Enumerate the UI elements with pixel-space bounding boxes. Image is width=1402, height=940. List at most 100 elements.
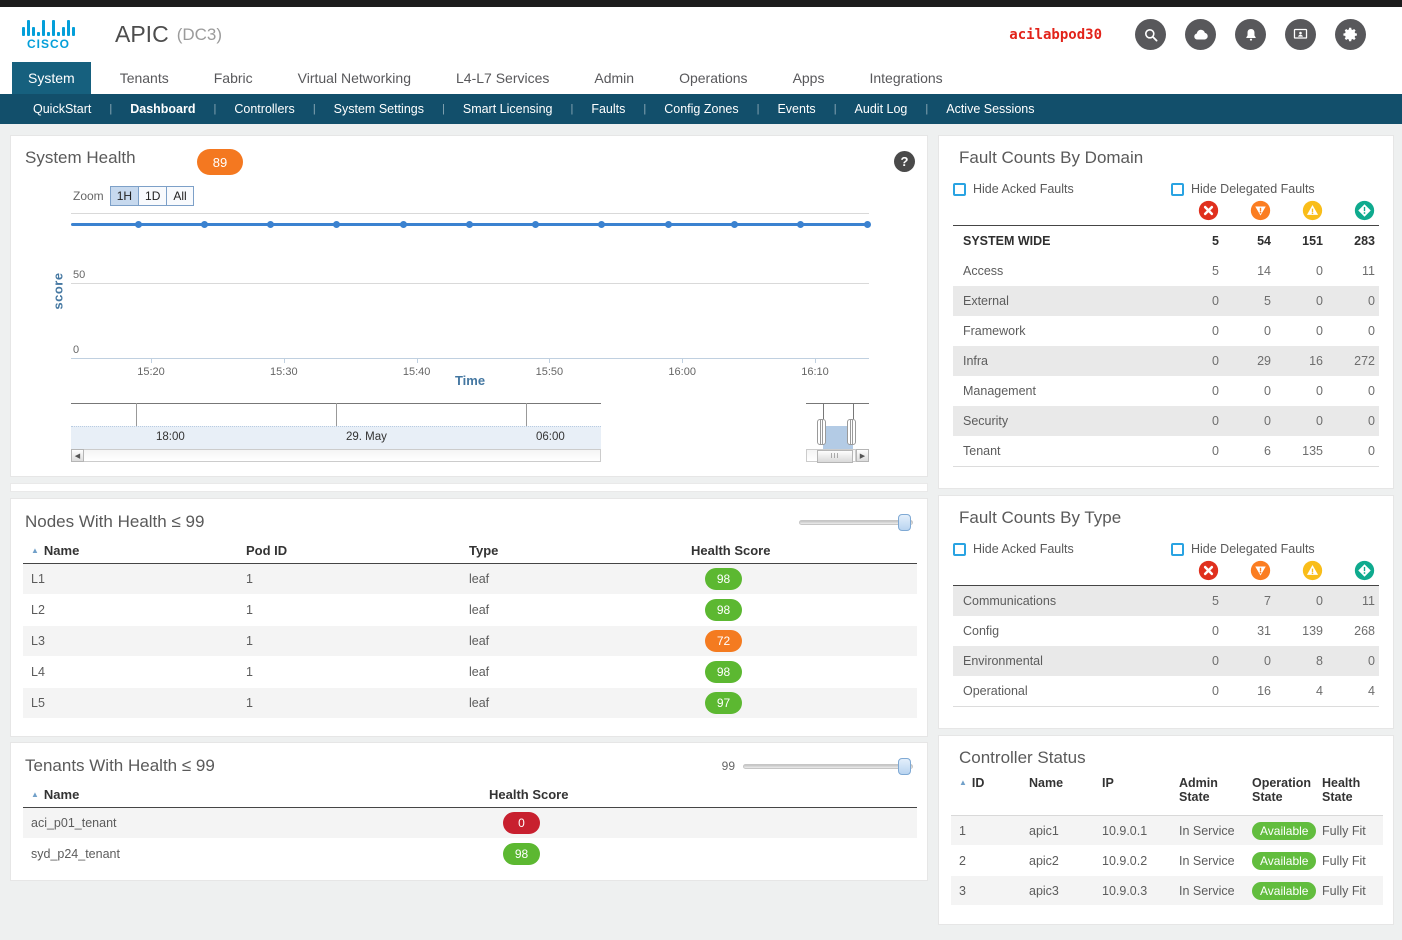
cloud-icon[interactable] xyxy=(1185,19,1216,50)
fault-row-operational[interactable]: Operational 0 16 4 4 xyxy=(953,676,1379,706)
slider-thumb[interactable] xyxy=(898,513,911,531)
health-score-badge: 0 xyxy=(503,812,540,834)
slider-track[interactable] xyxy=(799,519,913,525)
subnav-item-controllers[interactable]: Controllers xyxy=(234,102,295,116)
scroll-right-arrow[interactable]: ▶ xyxy=(856,449,869,462)
hide-acked-checkbox-group[interactable]: Hide Acked Faults xyxy=(953,542,1171,556)
tab-operations[interactable]: Operations xyxy=(679,70,748,86)
zoom-button-1h[interactable]: 1H xyxy=(109,186,140,206)
fault-row-framework[interactable]: Framework 0 0 0 0 xyxy=(953,316,1379,346)
fault-row-tenant[interactable]: Tenant 0 6 135 0 xyxy=(953,436,1379,466)
subnav-item-quickstart[interactable]: QuickStart xyxy=(33,102,92,116)
controller-row-apic2[interactable]: 2 apic2 10.9.0.2 In Service Available Fully F… xyxy=(951,846,1383,876)
fault-row-infra[interactable]: Infra 0 29 16 272 xyxy=(953,346,1379,376)
data-point xyxy=(532,221,540,228)
fault-row-access[interactable]: Access 5 14 0 11 xyxy=(953,256,1379,286)
x-tick-label: 16:10 xyxy=(801,366,829,378)
column-header-health-score[interactable]: Health Score xyxy=(489,787,569,802)
tab-fabric[interactable]: Fabric xyxy=(213,70,253,86)
fault-row-external[interactable]: External 0 5 0 0 xyxy=(953,286,1379,316)
hide-delegated-checkbox-group[interactable]: Hide Delegated Faults xyxy=(1171,182,1389,196)
node-pod-id: 1 xyxy=(246,696,253,710)
scrollbar-track[interactable] xyxy=(84,449,601,462)
navigator-handle-right[interactable] xyxy=(847,419,856,445)
subnav-item-faults[interactable]: Faults xyxy=(591,102,626,116)
fault-row-config[interactable]: Config 0 31 139 268 xyxy=(953,616,1379,646)
node-row-l4[interactable]: L4 1 leaf 98 xyxy=(23,657,917,688)
column-header-operation-state[interactable]: Operation State xyxy=(1252,776,1312,805)
navigator-handle-left[interactable] xyxy=(817,419,826,445)
slider-thumb[interactable] xyxy=(898,757,911,775)
hide-delegated-checkbox-group[interactable]: Hide Delegated Faults xyxy=(1171,542,1389,556)
fault-row-system-wide[interactable]: SYSTEM WIDE 5 54 151 283 xyxy=(953,226,1379,256)
checkbox-icon[interactable] xyxy=(1171,182,1184,196)
tab-tenants[interactable]: Tenants xyxy=(119,70,169,86)
subnav-item-dashboard[interactable]: Dashboard xyxy=(130,102,196,116)
column-header-health-state[interactable]: Health State xyxy=(1322,776,1361,805)
tab-l4-l7-services[interactable]: L4-L7 Services xyxy=(456,70,550,86)
fault-row-communications[interactable]: Communications 5 7 0 11 xyxy=(953,586,1379,616)
hide-acked-checkbox-group[interactable]: Hide Acked Faults xyxy=(953,182,1171,196)
node-row-l3[interactable]: L3 1 leaf 72 xyxy=(23,626,917,657)
tenant-row-syd-p24-tenant[interactable]: syd_p24_tenant 98 xyxy=(23,839,917,870)
question-icon[interactable]: ? xyxy=(894,151,915,172)
search-icon[interactable] xyxy=(1135,19,1166,50)
column-header-name[interactable]: Name xyxy=(1029,776,1064,790)
column-header-health-score[interactable]: Health Score xyxy=(691,543,771,558)
tab-virtual-networking[interactable]: Virtual Networking xyxy=(297,70,411,86)
subnav-item-smart-licensing[interactable]: Smart Licensing xyxy=(462,102,553,116)
tenant-row-aci-p01-tenant[interactable]: aci_p01_tenant 0 xyxy=(23,808,917,839)
zoom-button-all[interactable]: All xyxy=(166,186,194,206)
scrollbar-track[interactable]: III xyxy=(806,449,856,463)
subnav-item-config-zones[interactable]: Config Zones xyxy=(664,102,739,116)
subnav-item-active-sessions[interactable]: Active Sessions xyxy=(946,102,1035,116)
subnav-separator: | xyxy=(312,103,316,115)
subnav-item-audit-log[interactable]: Audit Log xyxy=(854,102,908,116)
health-score-badge: 98 xyxy=(705,599,742,621)
node-row-l5[interactable]: L5 1 leaf 97 xyxy=(23,688,917,719)
navigator-track[interactable]: 18:00 29. May 06:00 xyxy=(71,426,601,449)
fault-row-security[interactable]: Security 0 0 0 0 xyxy=(953,406,1379,436)
tab-system[interactable]: System xyxy=(12,62,91,94)
navigator-selected-range[interactable] xyxy=(823,426,853,449)
fault-row-management[interactable]: Management 0 0 0 0 xyxy=(953,376,1379,406)
x-tick-mark xyxy=(815,358,816,363)
username[interactable]: acilabpod30 xyxy=(1009,26,1102,43)
node-row-l2[interactable]: L2 1 leaf 98 xyxy=(23,595,917,626)
subnav-item-events[interactable]: Events xyxy=(777,102,816,116)
checkbox-icon[interactable] xyxy=(953,182,966,196)
app-header: CISCO APIC (DC3) acilabpod30 xyxy=(0,7,1402,62)
column-header-id[interactable]: ▲ ID xyxy=(959,776,985,790)
fault-count-warning: 0 xyxy=(1368,384,1375,398)
column-header-type[interactable]: Type xyxy=(469,543,499,558)
warning-icon xyxy=(1354,560,1375,581)
controller-row-apic3[interactable]: 3 apic3 10.9.0.3 In Service Available Fully F… xyxy=(951,876,1383,906)
gear-icon[interactable] xyxy=(1335,19,1366,50)
slider-track[interactable] xyxy=(743,763,913,769)
fault-row-environmental[interactable]: Environmental 0 0 8 0 xyxy=(953,646,1379,676)
session-icon[interactable] xyxy=(1285,19,1316,50)
tenants-health-slider xyxy=(743,757,913,775)
fault-count-critical: 5 xyxy=(1212,234,1219,248)
checkbox-icon[interactable] xyxy=(1171,542,1184,556)
subnav: QuickStart | Dashboard | Controllers | System … xyxy=(0,94,1402,124)
column-header-ip[interactable]: IP xyxy=(1102,776,1114,790)
column-header-name[interactable]: ▲ Name xyxy=(31,787,80,802)
tab-integrations[interactable]: Integrations xyxy=(869,70,943,86)
bell-icon[interactable] xyxy=(1235,19,1266,50)
checkbox-icon[interactable] xyxy=(953,542,966,556)
controller-row-apic1[interactable]: 1 apic1 10.9.0.1 In Service Available Fully F… xyxy=(951,816,1383,846)
navigator-axis-line xyxy=(806,403,869,404)
node-row-l1[interactable]: L1 1 leaf 98 xyxy=(23,564,917,595)
scrollbar-thumb[interactable]: III xyxy=(817,450,853,463)
column-header-pod-id[interactable]: Pod ID xyxy=(246,543,288,558)
tab-admin[interactable]: Admin xyxy=(594,70,635,86)
subnav-item-system-settings[interactable]: System Settings xyxy=(333,102,424,116)
scroll-left-arrow[interactable]: ◀ xyxy=(71,449,84,462)
column-header-name[interactable]: ▲ Name xyxy=(31,543,80,558)
zoom-button-1d[interactable]: 1D xyxy=(138,186,168,206)
header-icons xyxy=(1116,19,1366,50)
column-header-admin-state[interactable]: Admin State xyxy=(1179,776,1218,805)
fault-filters: Hide Acked Faults Hide Delegated Faults xyxy=(939,528,1393,556)
tab-apps[interactable]: Apps xyxy=(792,70,825,86)
